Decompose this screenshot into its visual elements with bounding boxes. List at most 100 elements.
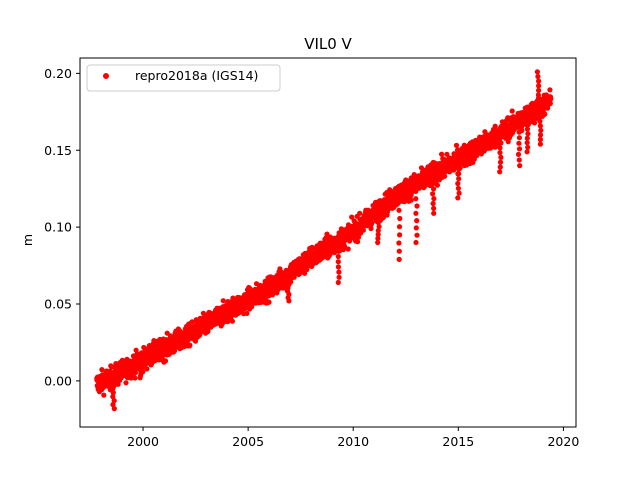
data-point (535, 73, 541, 80)
data-point (525, 117, 532, 123)
data-point (456, 156, 462, 163)
data-point (434, 182, 440, 188)
data-point (444, 151, 450, 157)
data-point (369, 220, 375, 226)
data-point (375, 239, 381, 246)
data-point (456, 166, 462, 172)
data-point (336, 248, 342, 254)
data-point (430, 200, 436, 207)
data-point (515, 151, 522, 157)
data-point (455, 180, 461, 187)
data-point (110, 386, 116, 392)
data-point (335, 243, 341, 249)
data-point (413, 188, 419, 194)
scatter-points (94, 69, 554, 412)
plot-area-frame (79, 57, 577, 428)
data-point (205, 328, 211, 334)
data-point (335, 279, 341, 286)
data-point (99, 367, 105, 373)
data-point (413, 181, 419, 187)
x-tick-label: 2020 (547, 434, 579, 449)
chart-title: VIL0 V (304, 35, 352, 53)
data-point (534, 106, 541, 112)
data-point (335, 264, 341, 270)
data-point (534, 69, 541, 75)
data-point (336, 269, 342, 275)
data-point (110, 402, 116, 408)
y-tick-label: 0.15 (44, 143, 72, 158)
legend: repro2018a (IGS14) (86, 64, 281, 92)
data-point (413, 210, 419, 216)
data-point (497, 169, 503, 175)
data-point (455, 195, 461, 201)
data-point (414, 232, 420, 238)
data-point (144, 366, 150, 372)
data-point (286, 298, 292, 304)
data-point (368, 225, 374, 232)
data-point (413, 239, 419, 246)
data-point (453, 142, 460, 148)
y-axis-label: m (20, 234, 35, 246)
data-point (397, 232, 403, 238)
data-point (497, 135, 503, 141)
data-point (345, 246, 351, 252)
data-point (535, 97, 541, 103)
data-point (431, 176, 437, 182)
data-point (132, 370, 138, 376)
data-point (517, 163, 523, 169)
legend-box (86, 64, 281, 92)
x-tick-label: 2000 (127, 434, 159, 449)
data-point (516, 123, 522, 130)
data-point (132, 375, 138, 381)
data-point (429, 181, 435, 187)
data-point (531, 120, 538, 126)
data-point (335, 253, 341, 260)
data-point (497, 145, 503, 151)
data-point (266, 299, 272, 305)
data-point (111, 382, 117, 388)
data-point (524, 140, 530, 146)
y-tick-label: 0.05 (44, 297, 72, 312)
y-axis: 0.00 0.05 0.10 0.15 0.20 (44, 66, 80, 388)
data-point (497, 150, 503, 156)
data-point (335, 259, 341, 265)
data-point (397, 191, 403, 197)
data-point (229, 318, 235, 324)
x-axis: 2000 2005 2010 2015 2020 (127, 427, 579, 449)
data-point (110, 394, 116, 400)
data-point (455, 185, 461, 191)
legend-marker (103, 73, 109, 79)
data-point (375, 219, 381, 226)
data-point (547, 87, 553, 93)
data-point (536, 87, 542, 93)
data-point (376, 207, 382, 214)
data-point (430, 191, 436, 197)
data-point (537, 132, 544, 138)
data-point (487, 145, 494, 151)
data-point (516, 118, 522, 124)
data-point (414, 203, 420, 209)
data-point (110, 374, 116, 380)
data-point (162, 358, 169, 364)
data-point (396, 248, 402, 254)
data-point (536, 83, 542, 89)
data-point (249, 304, 255, 310)
data-point (347, 238, 353, 244)
data-point (110, 390, 116, 396)
data-point (524, 149, 530, 155)
data-point (516, 129, 522, 135)
data-point (365, 207, 371, 213)
y-tick-label: 0.10 (44, 220, 72, 235)
data-point (542, 111, 548, 117)
y-tick-label: 0.20 (44, 66, 72, 81)
data-point (516, 146, 523, 152)
data-point (375, 227, 381, 234)
data-point (220, 298, 226, 304)
data-point (498, 140, 504, 146)
data-point (431, 210, 437, 216)
data-point (375, 215, 382, 222)
data-point (397, 215, 403, 222)
data-point (456, 161, 462, 167)
data-point (525, 112, 531, 119)
data-point (396, 199, 402, 205)
